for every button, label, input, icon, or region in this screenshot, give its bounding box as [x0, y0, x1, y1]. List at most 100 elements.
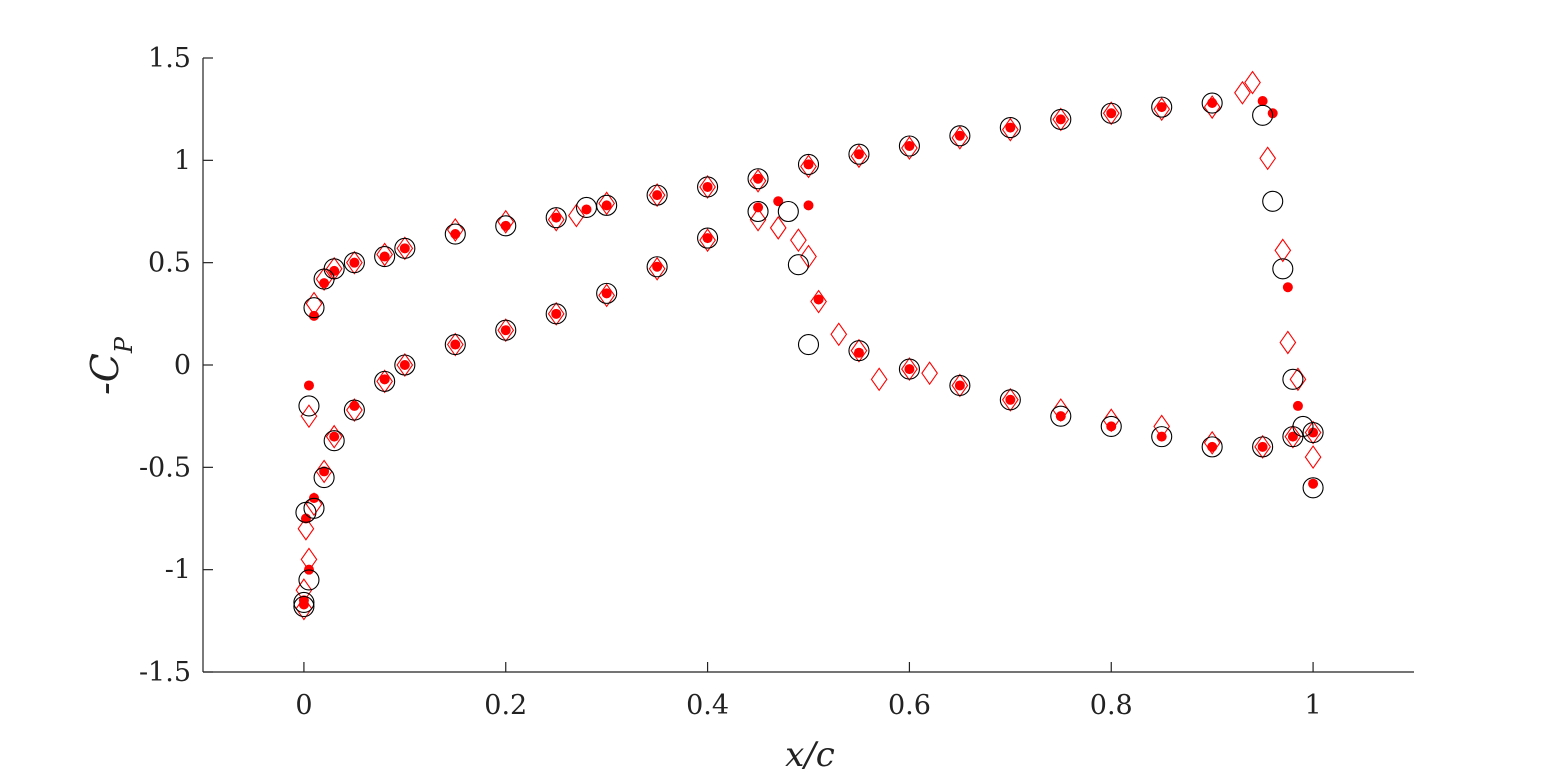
data-point-filled-dot-lower: [379, 374, 390, 385]
data-point-open-diamond-lower: [346, 398, 363, 422]
data-point-filled-dot-lower: [1106, 421, 1117, 432]
data-point-filled-dot-upper: [349, 257, 360, 268]
data-point-filled-dot-lower: [813, 294, 824, 305]
x-tick-label: 1: [1304, 690, 1321, 721]
data-point-open-circle-lower: [444, 333, 466, 356]
data-point-open-diamond-upper: [598, 191, 616, 216]
data-point-filled-dot-upper: [1106, 108, 1117, 119]
data-point-open-circle-upper: [646, 184, 668, 206]
data-point-filled-dot-upper: [1005, 122, 1016, 133]
data-point-filled-dot-upper: [450, 229, 461, 240]
data-point-open-diamond-lower: [870, 367, 888, 392]
data-point-open-circle-lower: [1151, 426, 1173, 448]
data-point-open-circle-lower: [374, 370, 396, 392]
data-point-filled-dot-upper: [753, 173, 764, 184]
data-point-open-diamond-upper: [1153, 97, 1171, 122]
data-point-open-diamond-upper: [295, 596, 313, 621]
data-point-open-circle-lower: [1201, 436, 1223, 458]
x-ticks: 0 0.2 0.4 0.6 0.8 1: [295, 662, 1322, 721]
data-point-open-diamond-lower: [951, 373, 969, 398]
data-point-filled-dot-lower: [702, 233, 713, 244]
data-point-filled-dot-lower: [904, 364, 915, 375]
data-point-open-circle-lower: [949, 374, 971, 397]
data-point-open-circle-lower: [313, 467, 335, 489]
data-point-open-circle-lower: [1050, 405, 1072, 427]
y-tick-label: 0: [174, 350, 191, 381]
data-point-filled-dot-upper: [1308, 478, 1319, 489]
data-point-open-diamond-upper: [297, 516, 315, 541]
data-point-open-diamond-lower: [790, 228, 807, 253]
data-point-open-diamond-upper: [1001, 117, 1019, 142]
data-point-open-diamond-lower: [1254, 434, 1271, 459]
data-point-open-diamond-upper: [648, 183, 666, 208]
data-point-open-diamond-upper: [901, 136, 918, 161]
data-point-open-circle-upper: [1272, 258, 1294, 280]
data-point-open-diamond-lower: [305, 492, 323, 517]
data-point-filled-dot-upper: [1156, 102, 1167, 113]
data-point-open-diamond-upper: [1102, 101, 1120, 126]
data-point-open-circle-upper: [293, 591, 315, 613]
data-point-open-diamond-upper: [568, 203, 585, 228]
data-point-open-diamond-upper: [1304, 445, 1322, 470]
data-point-open-diamond-lower: [1304, 420, 1322, 445]
data-point-open-circle-upper: [298, 395, 320, 417]
y-tick-label: 1.5: [148, 43, 191, 74]
x-tick-label: 0.2: [484, 690, 527, 721]
data-point-open-circle-lower: [343, 399, 365, 421]
data-point-open-circle-lower: [1252, 436, 1274, 458]
data-point-open-diamond-lower: [497, 318, 515, 343]
data-point-filled-dot-lower: [1207, 441, 1218, 452]
data-point-open-diamond-lower: [648, 256, 666, 281]
data-point-filled-dot-lower: [1287, 431, 1298, 442]
data-point-filled-dot-lower: [399, 360, 410, 370]
data-point-open-circle-upper: [1252, 104, 1274, 126]
data-point-open-diamond-upper: [315, 267, 333, 291]
data-point-open-diamond-lower: [901, 357, 918, 382]
data-point-open-circle-upper: [545, 207, 567, 229]
data-point-open-circle-lower: [747, 200, 769, 223]
data-point-open-circle-upper: [1201, 92, 1223, 114]
data-point-open-diamond-lower: [830, 322, 848, 347]
data-point-filled-dot-upper: [1207, 98, 1218, 109]
data-point-open-circle-lower: [1100, 415, 1122, 437]
data-point-open-circle-lower: [323, 430, 345, 452]
data-point-open-diamond-upper: [346, 250, 363, 275]
series-open-diamond: [295, 70, 1322, 621]
x-tick-label: 0.6: [888, 690, 931, 721]
data-point-filled-dot-upper: [581, 204, 592, 215]
data-point-open-circle-upper: [1151, 96, 1173, 118]
svg-text:-CP: -CP: [83, 336, 138, 395]
data-point-open-circle-lower: [848, 340, 870, 362]
data-point-open-diamond-upper: [850, 144, 868, 169]
data-point-open-circle-lower: [777, 200, 799, 223]
data-point-filled-dot-upper: [1292, 400, 1303, 411]
axes: [202, 58, 1414, 673]
data-point-filled-dot-upper: [954, 130, 965, 141]
data-point-filled-dot-upper: [399, 243, 410, 254]
data-point-open-circle-lower: [293, 595, 315, 618]
data-point-open-diamond-upper: [800, 154, 817, 179]
data-point-filled-dot-lower: [1156, 431, 1167, 442]
data-point-filled-dot-lower: [803, 200, 814, 211]
data-point-filled-dot-upper: [500, 220, 511, 231]
data-point-filled-dot-upper: [652, 190, 663, 201]
data-point-open-diamond-lower: [315, 459, 333, 484]
data-point-filled-dot-lower: [773, 196, 784, 207]
x-tick-label: 0.4: [686, 690, 729, 721]
data-point-open-diamond-upper: [951, 125, 969, 150]
data-point-filled-dot-lower: [551, 308, 562, 319]
data-point-open-diamond-lower: [810, 289, 827, 314]
data-point-filled-dot-lower: [601, 288, 612, 299]
data-point-open-circle-lower: [697, 227, 719, 249]
data-point-open-diamond-lower: [325, 424, 343, 449]
data-point-filled-dot-upper: [702, 181, 713, 192]
data-point-filled-dot-lower: [1055, 411, 1066, 422]
data-point-open-circle-lower: [495, 319, 517, 341]
x-tick-label: 0: [295, 690, 312, 721]
data-point-open-diamond-upper: [1203, 95, 1221, 120]
data-point-open-circle-upper: [495, 215, 517, 237]
data-point-filled-dot-upper: [303, 380, 314, 391]
data-point-open-diamond-upper: [300, 404, 318, 429]
data-point-open-diamond-lower: [1001, 387, 1019, 412]
data-point-open-circle-upper: [303, 297, 325, 319]
